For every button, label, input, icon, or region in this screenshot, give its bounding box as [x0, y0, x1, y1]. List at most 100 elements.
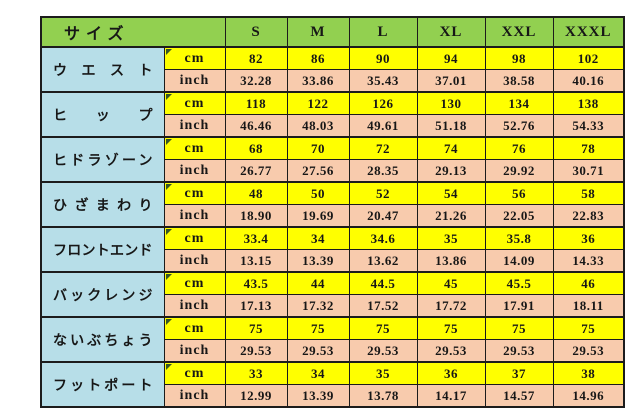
value-cell-cm: 34: [286, 361, 350, 385]
value-cell-inch: 18.90: [224, 204, 288, 228]
cell-corner-marker-icon: [165, 364, 172, 370]
value-cell-cm: 90: [348, 46, 418, 70]
value-cell-cm: 126: [348, 91, 418, 115]
table-body: ウエスト cm 82 86 90 94 98 102 inch 32.28 33.86 35.43 37…: [40, 46, 625, 408]
measurement-row-inch: inch 46.46 48.03 49.61 51.18 52.76 54.33: [41, 114, 625, 138]
value-cell-cm: 75: [348, 316, 418, 340]
value-cell-inch: 37.01: [416, 69, 486, 93]
cell-corner-marker-icon: [165, 94, 172, 100]
unit-label-inch: inch: [163, 339, 226, 363]
value-cell-cm: 82: [224, 46, 288, 70]
value-cell-inch: 29.53: [224, 339, 288, 363]
unit-label-inch: inch: [163, 159, 226, 183]
value-cell-cm: 68: [224, 136, 288, 160]
value-cell-inch: 22.83: [552, 204, 625, 228]
unit-label-cm: cm: [163, 271, 226, 295]
value-cell-cm: 36: [416, 361, 486, 385]
col-header-l: L: [348, 16, 418, 48]
cell-corner-marker-icon: [165, 319, 172, 325]
unit-label-cm: cm: [163, 181, 226, 205]
value-cell-cm: 45.5: [484, 271, 554, 295]
value-cell-inch: 22.05: [484, 204, 554, 228]
measurement-row-cm: ひざまわり cm 48 50 52 54 56 58: [40, 181, 625, 228]
unit-label-cm: cm: [163, 316, 226, 340]
value-cell-cm: 52: [348, 181, 418, 205]
measurement-label: ウエスト: [40, 46, 165, 93]
value-cell-cm: 122: [286, 91, 350, 115]
unit-label-cm: cm: [163, 46, 226, 70]
table-title: サイズ: [40, 16, 226, 48]
value-cell-cm: 33: [224, 361, 288, 385]
header-row: サイズ S M L XL XXL XXXL: [40, 16, 625, 48]
value-cell-cm: 34.6: [348, 226, 418, 250]
value-cell-cm: 138: [552, 91, 625, 115]
measurement-row-inch: inch 17.13 17.32 17.52 17.72 17.91 18.11: [41, 294, 625, 318]
value-cell-inch: 13.62: [348, 249, 418, 273]
col-header-s: S: [224, 16, 288, 48]
value-cell-cm: 54: [416, 181, 486, 205]
value-cell-inch: 13.86: [416, 249, 486, 273]
measurement-row-cm: バックレンジ cm 43.5 44 44.5 45 45.5 46: [40, 271, 625, 318]
value-cell-inch: 29.53: [552, 339, 625, 363]
value-cell-inch: 48.03: [286, 114, 350, 138]
unit-label-cm: cm: [163, 136, 226, 160]
size-chart-table: サイズ S M L XL XXL XXXL ウエスト cm 82 86 90 94 98 10…: [40, 16, 625, 408]
unit-label-inch: inch: [163, 69, 226, 93]
value-cell-inch: 17.91: [484, 294, 554, 318]
value-cell-inch: 17.32: [286, 294, 350, 318]
measurement-row-inch: inch 12.99 13.39 13.78 14.17 14.57 14.96: [41, 384, 625, 408]
col-header-xxxl: XXXL: [552, 16, 625, 48]
value-cell-inch: 35.43: [348, 69, 418, 93]
col-header-m: M: [286, 16, 350, 48]
unit-label-inch: inch: [163, 384, 226, 408]
value-cell-cm: 75: [224, 316, 288, 340]
value-cell-cm: 33.4: [224, 226, 288, 250]
unit-label-cm: cm: [163, 361, 226, 385]
cell-corner-marker-icon: [165, 139, 172, 145]
unit-label-inch: inch: [163, 204, 226, 228]
value-cell-cm: 44.5: [348, 271, 418, 295]
measurement-row-inch: inch 26.77 27.56 28.35 29.13 29.92 30.71: [41, 159, 625, 183]
value-cell-cm: 56: [484, 181, 554, 205]
value-cell-cm: 76: [484, 136, 554, 160]
value-cell-inch: 14.33: [552, 249, 625, 273]
measurement-row-inch: inch 18.90 19.69 20.47 21.26 22.05 22.83: [41, 204, 625, 228]
value-cell-inch: 13.78: [348, 384, 418, 408]
unit-label-inch: inch: [163, 114, 226, 138]
value-cell-cm: 37: [484, 361, 554, 385]
value-cell-inch: 14.96: [552, 384, 625, 408]
value-cell-inch: 29.53: [286, 339, 350, 363]
unit-label-cm: cm: [163, 91, 226, 115]
measurement-row-inch: inch 13.15 13.39 13.62 13.86 14.09 14.33: [41, 249, 625, 273]
value-cell-inch: 32.28: [224, 69, 288, 93]
value-cell-inch: 19.69: [286, 204, 350, 228]
value-cell-cm: 102: [552, 46, 625, 70]
value-cell-inch: 30.71: [552, 159, 625, 183]
value-cell-inch: 17.52: [348, 294, 418, 318]
value-cell-cm: 43.5: [224, 271, 288, 295]
value-cell-inch: 54.33: [552, 114, 625, 138]
measurement-label: ないぶちょう: [40, 316, 165, 363]
value-cell-inch: 18.11: [552, 294, 625, 318]
value-cell-inch: 38.58: [484, 69, 554, 93]
measurement-row-cm: フロントエンド cm 33.4 34 34.6 35 35.8 36: [40, 226, 625, 273]
value-cell-cm: 74: [416, 136, 486, 160]
measurement-label: フロントエンド: [40, 226, 165, 273]
measurement-row-inch: inch 32.28 33.86 35.43 37.01 38.58 40.16: [41, 69, 625, 93]
col-header-xl: XL: [416, 16, 486, 48]
value-cell-inch: 33.86: [286, 69, 350, 93]
value-cell-inch: 12.99: [224, 384, 288, 408]
measurement-row-cm: ヒップ cm 118 122 126 130 134 138: [40, 91, 625, 138]
measurement-row-cm: ないぶちょう cm 75 75 75 75 75 75: [40, 316, 625, 363]
value-cell-inch: 40.16: [552, 69, 625, 93]
value-cell-inch: 13.39: [286, 249, 350, 273]
value-cell-cm: 94: [416, 46, 486, 70]
value-cell-inch: 27.56: [286, 159, 350, 183]
unit-label-inch: inch: [163, 294, 226, 318]
value-cell-inch: 21.26: [416, 204, 486, 228]
value-cell-inch: 17.13: [224, 294, 288, 318]
value-cell-inch: 49.61: [348, 114, 418, 138]
measurement-label: ひざまわり: [40, 181, 165, 228]
value-cell-inch: 14.57: [484, 384, 554, 408]
